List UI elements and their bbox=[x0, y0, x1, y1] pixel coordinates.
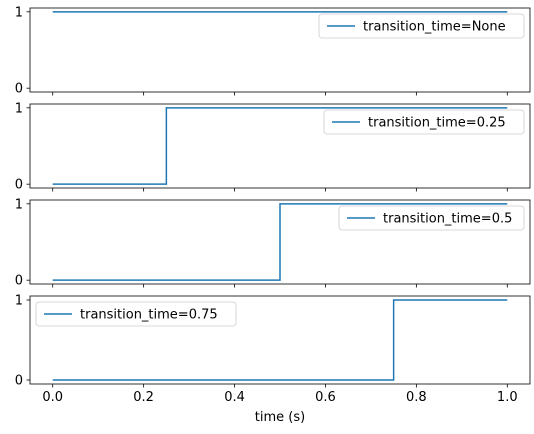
y-tick-label-2-0: 0 bbox=[15, 178, 23, 193]
legend-label-3: transition_time=0.5 bbox=[383, 212, 512, 227]
legend-label-4: transition_time=0.75 bbox=[80, 308, 218, 323]
x-tick-label-4: 0.8 bbox=[406, 390, 427, 405]
x-tick-label-2: 0.4 bbox=[224, 390, 245, 405]
legend-label-1: transition_time=None bbox=[363, 20, 506, 35]
y-tick-label-4-0: 0 bbox=[15, 374, 23, 389]
x-tick-label-1: 0.2 bbox=[133, 390, 154, 405]
y-tick-label-4-1: 1 bbox=[15, 294, 23, 309]
y-tick-label-3-0: 0 bbox=[15, 274, 23, 289]
y-tick-label-1-0: 0 bbox=[15, 82, 23, 97]
y-tick-label-1-1: 1 bbox=[15, 5, 23, 20]
x-axis-label: time (s) bbox=[255, 410, 305, 425]
y-tick-label-3-1: 1 bbox=[15, 197, 23, 212]
x-tick-label-5: 1.0 bbox=[497, 390, 518, 405]
x-tick-label-0: 0.0 bbox=[42, 390, 63, 405]
y-tick-label-2-1: 1 bbox=[15, 101, 23, 116]
x-tick-label-3: 0.6 bbox=[315, 390, 336, 405]
legend-label-2: transition_time=0.25 bbox=[368, 116, 506, 131]
